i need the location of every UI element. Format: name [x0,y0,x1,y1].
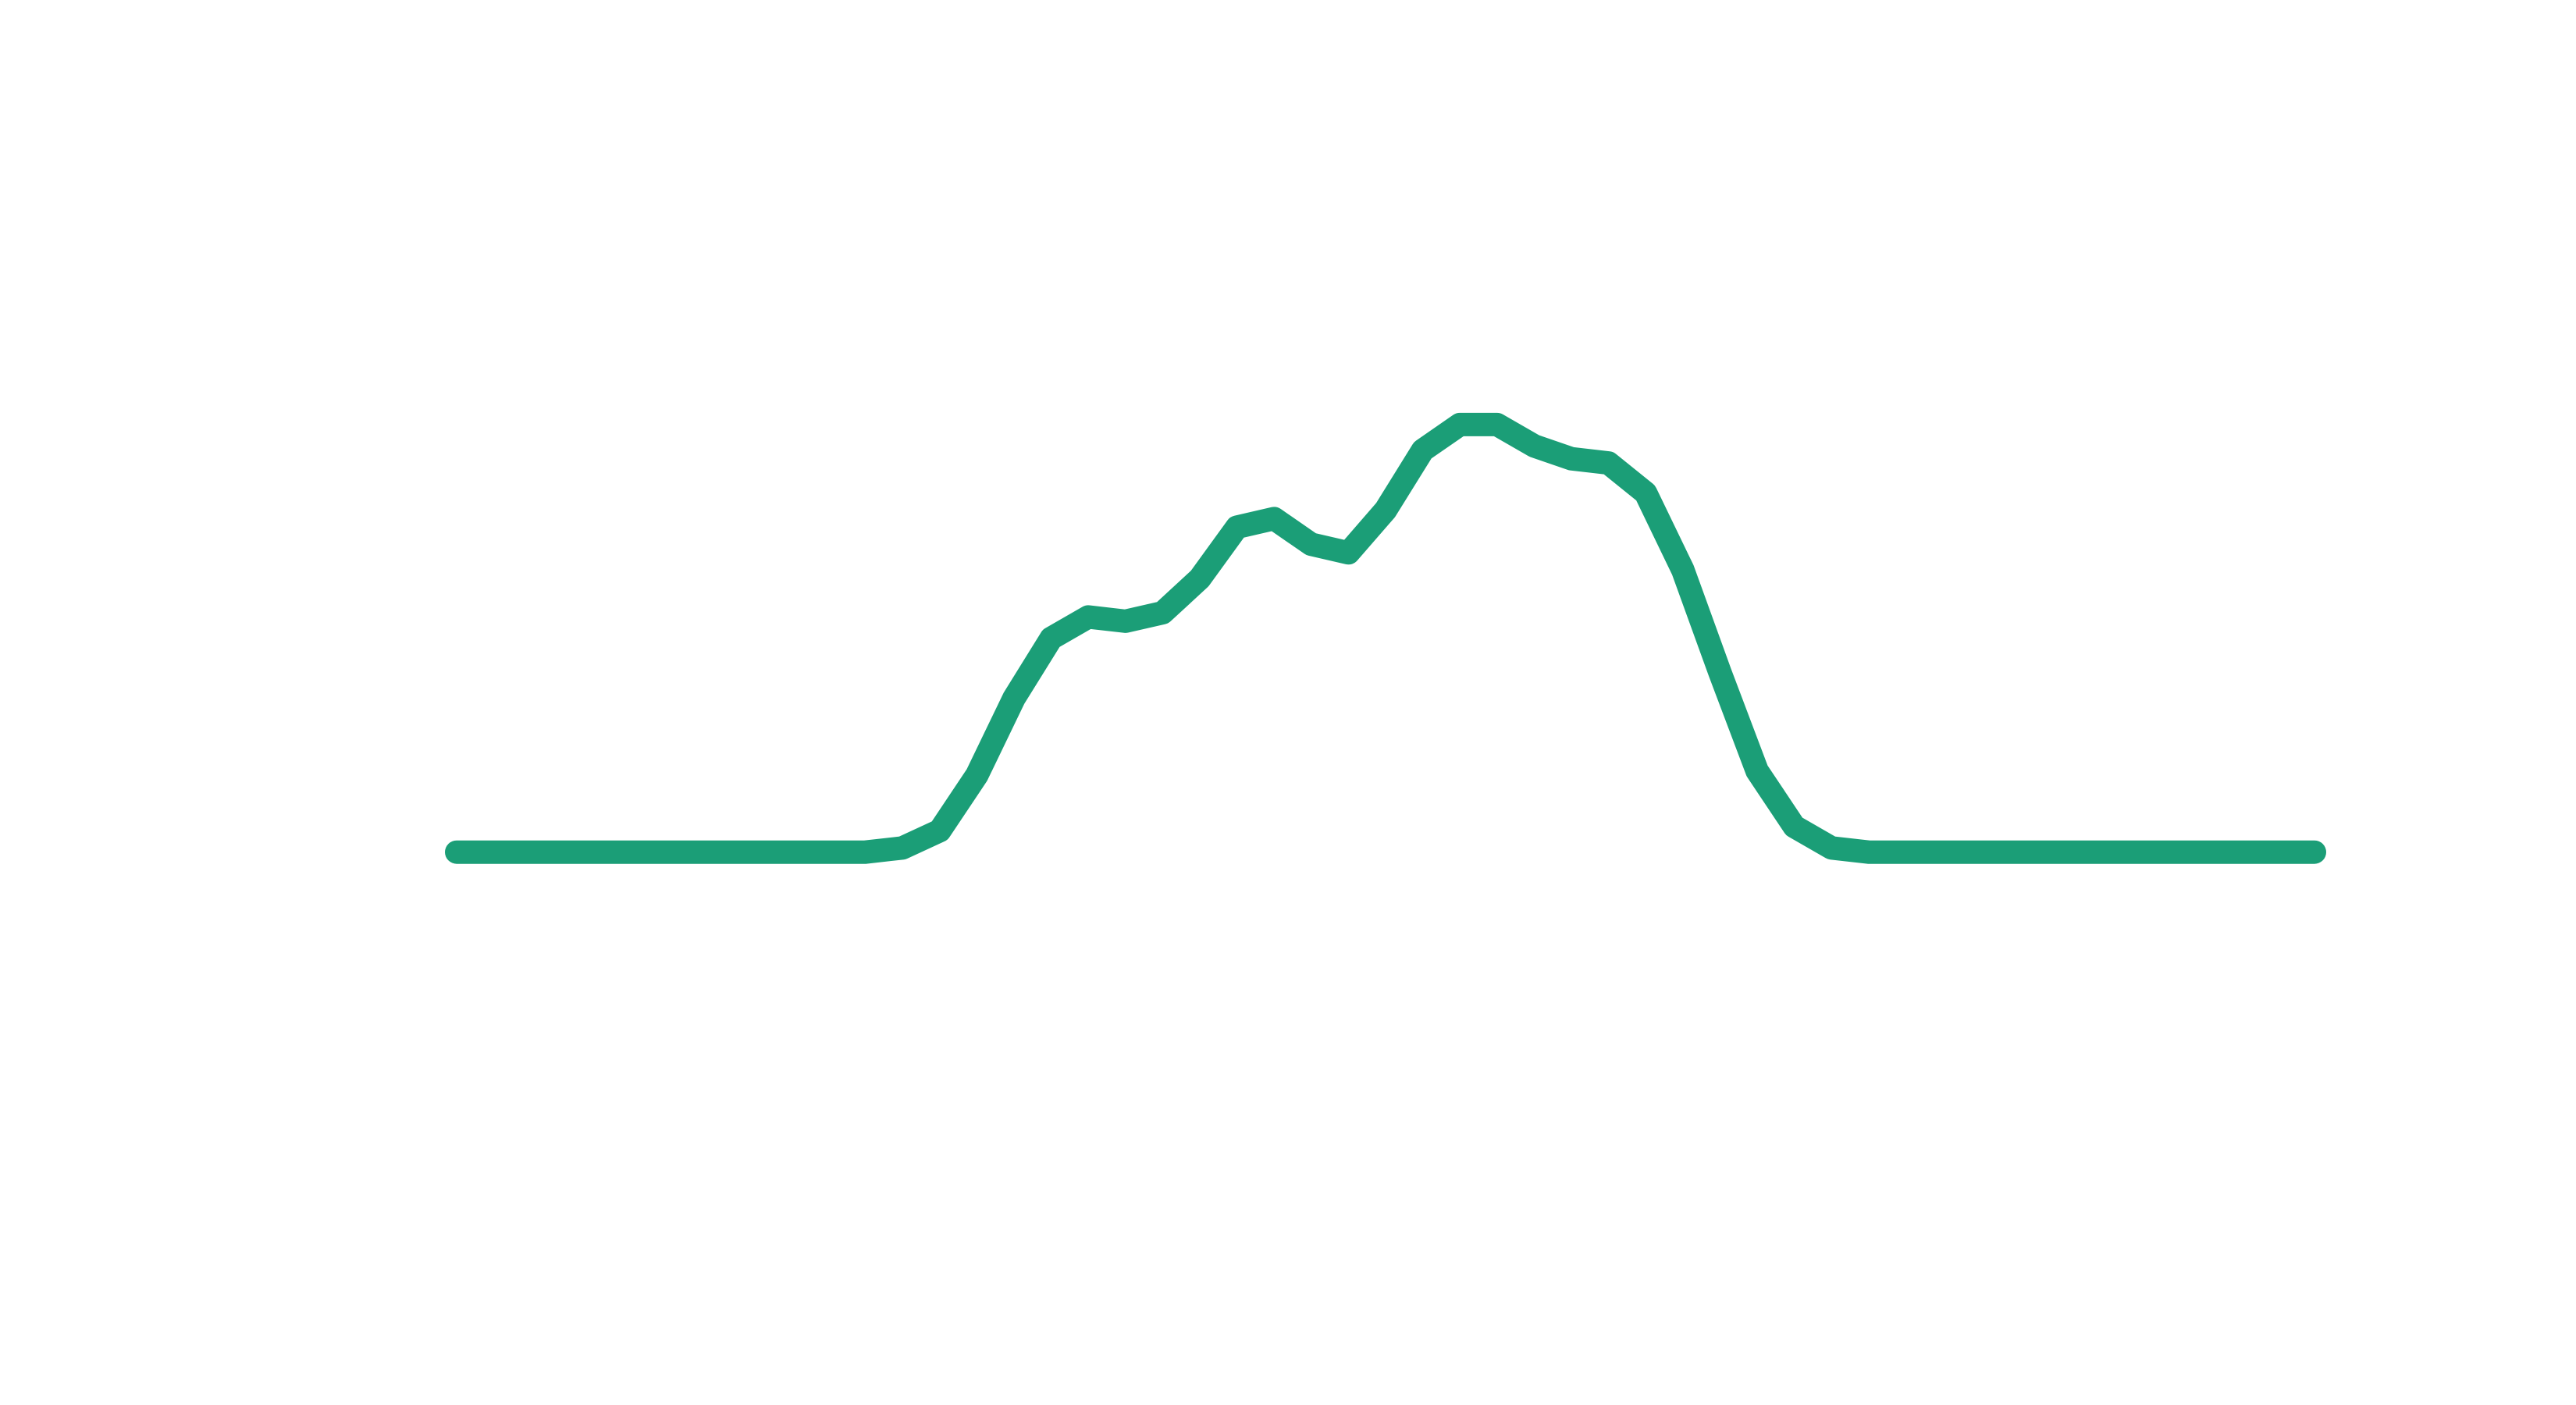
series-layer [445,412,2326,864]
series-line [445,412,2326,864]
